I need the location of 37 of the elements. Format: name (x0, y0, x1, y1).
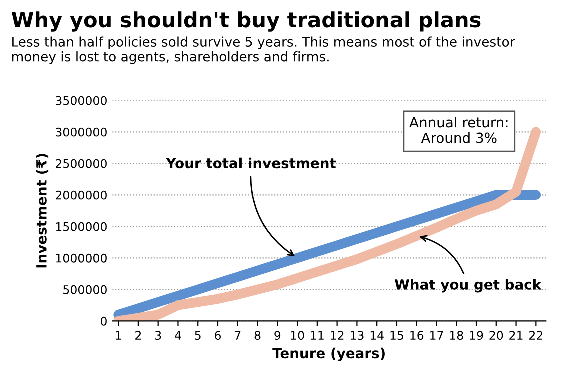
x-tick-label: 21 (510, 331, 523, 340)
x-tick-label: 4 (175, 331, 182, 340)
y-tick-label: 3500000 (56, 96, 107, 106)
x-tick-label: 14 (370, 331, 384, 340)
x-tick-label: 5 (195, 331, 201, 340)
chart-title: Why you shouldn't buy traditional plans (12, 12, 481, 32)
x-tick-label: 6 (215, 331, 222, 340)
chart-subtitle: Less than half policies sold survive 5 years. This means most of the investor money is lost to agents, shareholders and firms. (12, 36, 516, 64)
x-tick-label: 13 (350, 331, 364, 340)
y-tick-label: 0 (101, 316, 107, 326)
y-tick-label: 2500000 (56, 159, 107, 168)
x-tick-label: 11 (311, 331, 324, 340)
x-tick-label: 19 (470, 331, 484, 340)
y-tick-label: 2000000 (56, 190, 107, 200)
x-tick-label: 7 (235, 331, 241, 340)
y-tick-label: 1500000 (56, 222, 107, 232)
x-tick-label: 10 (291, 331, 304, 340)
x-tick-label: 8 (254, 331, 261, 340)
x-tick-label: 2 (136, 331, 142, 340)
text: What you get back (395, 279, 542, 293)
x-tick-label: 18 (450, 331, 464, 340)
annotation: Annual return: Around 3% (410, 117, 508, 144)
x-tick-label: 22 (530, 331, 542, 340)
x-tick-label: 3 (155, 331, 162, 340)
x-tick-label: 9 (274, 331, 281, 340)
y-tick-label: 1000000 (56, 254, 107, 263)
x-tick-label: 15 (390, 331, 404, 340)
x-axis-title: Tenure (years) (272, 348, 385, 362)
x-tick-label: 16 (410, 331, 424, 340)
y-tick-label: 500000 (64, 285, 107, 294)
x-tick-label: 17 (430, 331, 444, 340)
x-tick-label: 12 (331, 331, 344, 340)
text: Your total investment (166, 158, 336, 169)
x-tick-label: 20 (490, 331, 504, 340)
x-tick-label: 1 (116, 331, 122, 340)
y-tick-label: 3000000 (56, 128, 107, 137)
y-axis-title: Investment (₹) (36, 154, 49, 268)
